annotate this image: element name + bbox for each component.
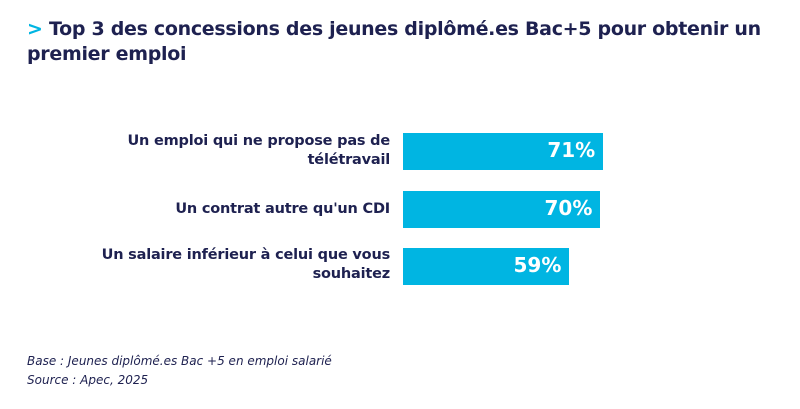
- category-label: Un contrat autre qu'un CDI: [175, 201, 390, 217]
- bar: 70%: [403, 191, 601, 228]
- chart-title-text: Top 3 des concessions des jeunes diplômé…: [27, 18, 761, 65]
- footnote-base: Base : Jeunes diplômé.es Bac +5 en emplo…: [27, 354, 332, 368]
- bar: 71%: [403, 133, 604, 170]
- category-label: Un emploi qui ne propose pas de télétrav…: [127, 133, 390, 168]
- data-label: 70%: [544, 196, 593, 220]
- bar: 59%: [403, 248, 570, 285]
- footnote-source: Source : Apec, 2025: [27, 373, 149, 387]
- data-label: 71%: [547, 138, 596, 162]
- chart-title: > Top 3 des concessions des jeunes diplô…: [27, 17, 787, 67]
- chevron-right-icon: >: [27, 18, 43, 40]
- data-label: 59%: [513, 253, 562, 277]
- category-label: Un salaire inférieur à celui que vous so…: [101, 247, 391, 282]
